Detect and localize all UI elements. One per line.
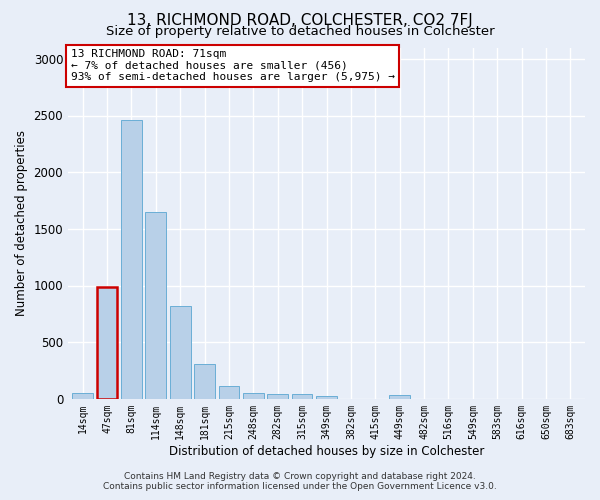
Bar (145, 212, 166, 399)
Text: Contains HM Land Registry data © Crown copyright and database right 2024.
Contai: Contains HM Land Registry data © Crown c… (103, 472, 497, 491)
Y-axis label: Number of detached properties: Number of detached properties (15, 130, 28, 316)
Text: 13, RICHMOND ROAD, COLCHESTER, CO2 7FJ: 13, RICHMOND ROAD, COLCHESTER, CO2 7FJ (127, 12, 473, 28)
Text: 13 RICHMOND ROAD: 71sqm
← 7% of detached houses are smaller (456)
93% of semi-de: 13 RICHMOND ROAD: 71sqm ← 7% of detached… (71, 50, 395, 82)
Text: Size of property relative to detached houses in Colchester: Size of property relative to detached ho… (106, 25, 494, 38)
Bar (316, 396, 337, 399)
Bar (218, 386, 239, 399)
Bar (194, 364, 215, 399)
X-axis label: Distribution of detached houses by size in Colchester: Distribution of detached houses by size … (169, 444, 484, 458)
Bar (170, 306, 191, 399)
Bar (268, 394, 288, 399)
Bar (73, 392, 93, 399)
Bar (389, 396, 410, 399)
Bar (121, 120, 142, 399)
Bar (243, 392, 264, 399)
Bar (97, 286, 118, 399)
Bar (292, 394, 313, 399)
